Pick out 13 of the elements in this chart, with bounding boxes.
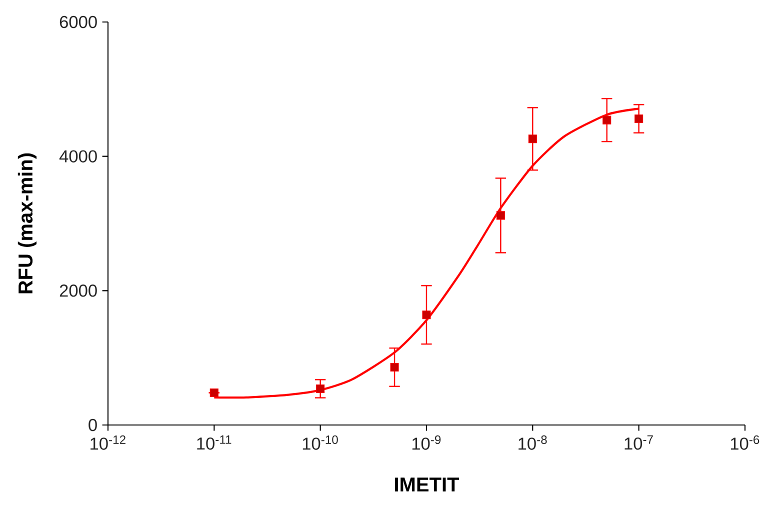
x-tick-label: 10$^{-9}$ xyxy=(412,435,441,450)
x-tick-label: 10$^{-10}$ xyxy=(302,435,338,450)
y-tick-label: 6000 xyxy=(60,16,97,28)
x-tick-label: 10$^{-6}$ xyxy=(730,435,760,450)
x-axis-title: IMETIT xyxy=(395,478,460,492)
x-tick-label: 10$^{-8}$ xyxy=(518,435,547,450)
x-tick-label: 10$^{-12}$ xyxy=(90,435,126,450)
y-tick-label: 2000 xyxy=(60,284,97,297)
y-axis-title: RFU (max-min) xyxy=(18,153,37,294)
x-tick-label: 10$^{-7}$ xyxy=(624,435,653,450)
y-tick-label: 4000 xyxy=(59,150,97,162)
y-tick-label: 0 xyxy=(88,418,97,432)
x-tick-label: 10$^{-11}$ xyxy=(197,435,232,450)
